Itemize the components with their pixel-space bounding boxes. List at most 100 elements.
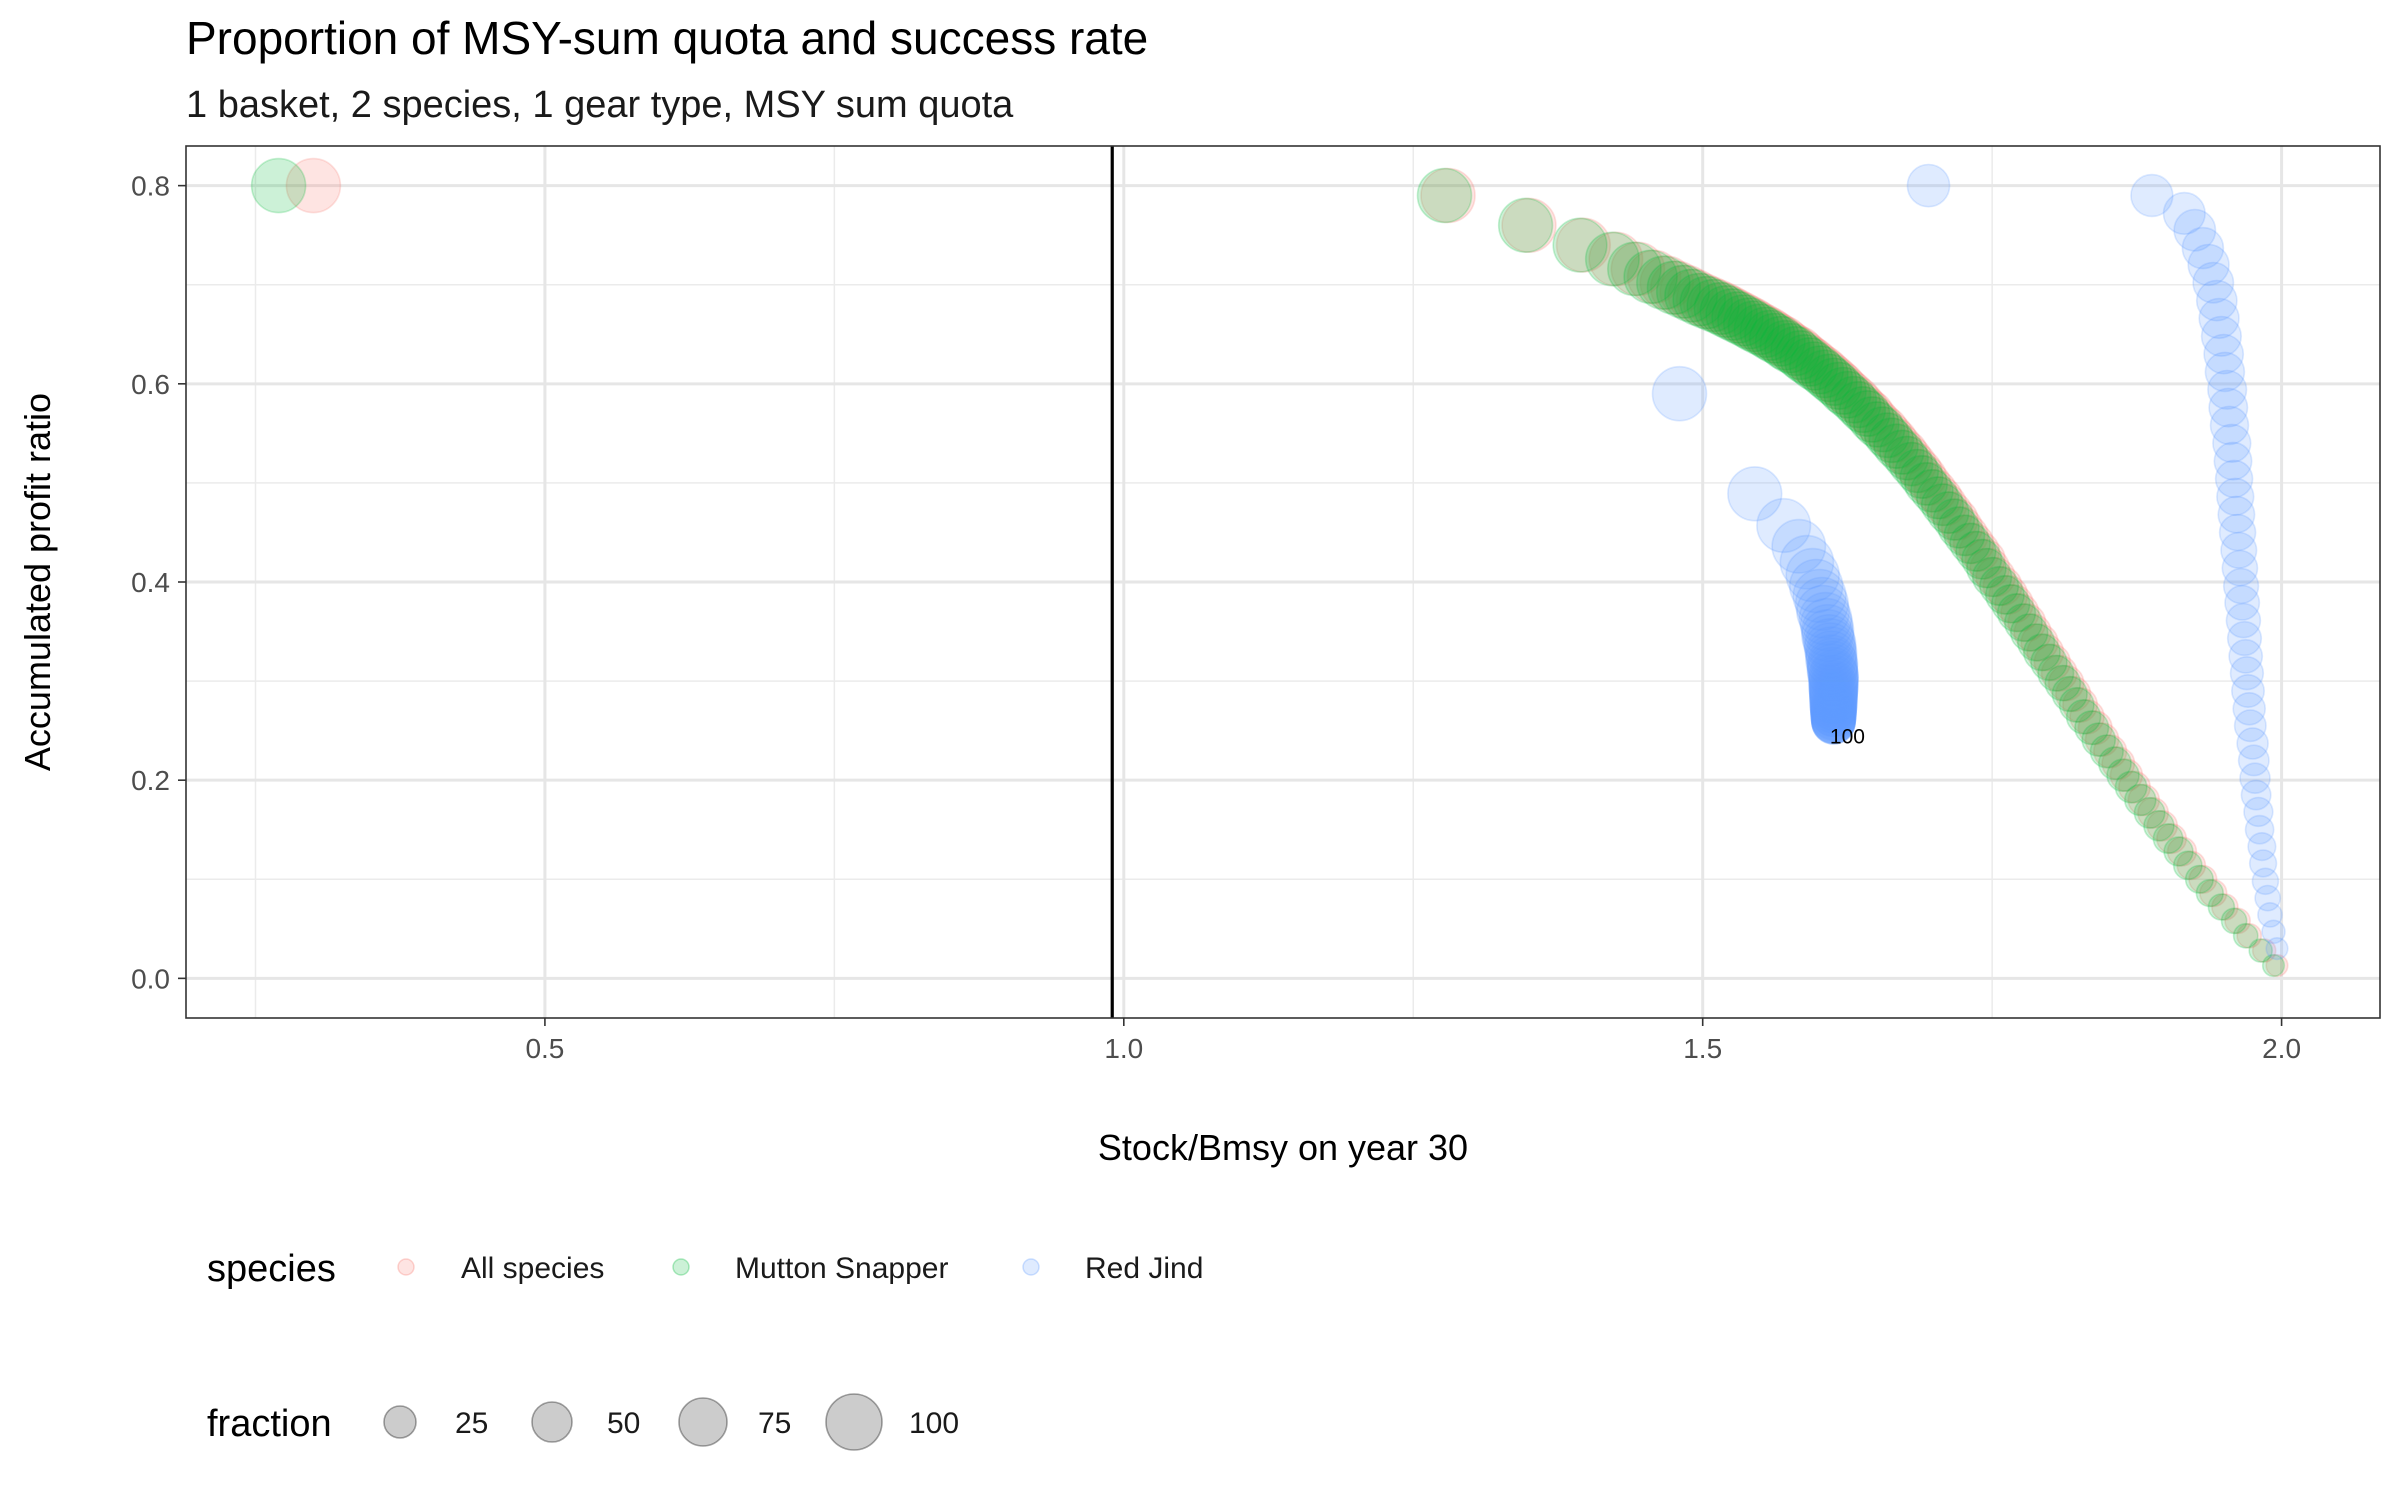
point-all-species — [2127, 783, 2161, 817]
legend-size-key-75 — [678, 1397, 728, 1447]
point-all-species — [1714, 291, 1768, 344]
point-mutton-snapper — [1672, 272, 1727, 327]
point-mutton-snapper — [1904, 461, 1949, 506]
point-all-species — [1649, 260, 1705, 315]
point-all-species — [1555, 217, 1611, 273]
point-mutton-snapper — [2097, 746, 2132, 781]
legend-size-label-75: 75 — [758, 1407, 791, 1440]
point-all-species — [1803, 349, 1853, 399]
point-red-jind — [2229, 655, 2265, 691]
point-mutton-snapper — [2133, 796, 2166, 829]
point-all-species — [1763, 319, 1814, 371]
point-mutton-snapper — [2220, 907, 2248, 935]
point-red-jind — [2231, 673, 2266, 708]
point-all-species — [1708, 288, 1762, 341]
point-all-species — [2062, 686, 2099, 723]
point-mutton-snapper — [1971, 556, 2013, 598]
point-red-jind — [1803, 618, 1857, 671]
point-red-jind — [2251, 867, 2280, 896]
point-all-species — [1659, 264, 1714, 319]
point-red-jind — [2236, 727, 2269, 760]
point-red-jind — [2220, 531, 2258, 569]
point-mutton-snapper — [1679, 275, 1733, 330]
point-all-species — [2000, 592, 2040, 633]
point-all-species — [1975, 556, 2016, 598]
point-all-species — [1752, 312, 1804, 364]
point-all-species — [1994, 583, 2034, 624]
point-mutton-snapper — [2172, 850, 2203, 881]
point-all-species — [2156, 823, 2188, 855]
point-mutton-snapper — [2037, 654, 2075, 692]
point-all-species — [1964, 538, 2006, 580]
point-all-species — [2118, 770, 2152, 804]
point-mutton-snapper — [1727, 300, 1780, 353]
point-mutton-snapper — [250, 157, 307, 214]
point-red-jind — [1804, 626, 1858, 679]
point-red-jind — [2257, 902, 2283, 928]
legend-size-label-50: 50 — [607, 1407, 640, 1440]
point-mutton-snapper — [1754, 315, 1806, 367]
legend-key-mutton-snapper — [672, 1258, 690, 1276]
point-red-jind — [1808, 661, 1859, 712]
point-red-jind — [2162, 191, 2206, 235]
point-all-species — [1783, 333, 1834, 384]
point-all-species — [2251, 938, 2277, 963]
point-red-jind — [1651, 365, 1708, 422]
point-mutton-snapper — [1794, 345, 1845, 395]
point-all-species — [2101, 746, 2136, 781]
point-red-jind — [1808, 656, 1859, 708]
point-mutton-snapper — [2089, 734, 2125, 769]
point-mutton-snapper — [2114, 770, 2148, 804]
point-mutton-snapper — [1879, 429, 1925, 475]
point-red-jind — [1794, 576, 1849, 631]
y-axis-title: Accumulated profit ratio — [17, 393, 58, 771]
point-red-jind — [1811, 700, 1856, 745]
y-tick-label: 0.2 — [131, 765, 170, 796]
point-red-jind — [2226, 620, 2263, 657]
point-red-jind — [1798, 591, 1853, 646]
point-all-species — [1588, 231, 1644, 287]
point-all-species — [1837, 380, 1886, 429]
point-mutton-snapper — [2022, 633, 2061, 672]
data-points — [250, 157, 2289, 978]
point-mutton-snapper — [1961, 538, 2003, 580]
point-all-species — [2047, 664, 2085, 702]
point-red-jind — [2244, 814, 2275, 845]
point-mutton-snapper — [1829, 375, 1878, 424]
point-all-species — [1731, 300, 1784, 353]
point-all-species — [1913, 468, 1958, 513]
point-mutton-snapper — [2058, 686, 2095, 723]
point-mutton-snapper — [1926, 491, 1970, 535]
point-red-jind — [2233, 709, 2267, 743]
y-tick-label: 0.6 — [131, 369, 170, 400]
point-all-species — [1737, 303, 1789, 356]
y-tick-label: 0.4 — [131, 567, 170, 598]
point-mutton-snapper — [1799, 349, 1849, 399]
point-all-species — [1778, 330, 1829, 381]
point-red-jind — [2254, 884, 2282, 912]
point-mutton-snapper — [1759, 319, 1811, 371]
point-all-species — [1747, 309, 1800, 361]
point-red-jind — [1810, 689, 1857, 737]
point-red-jind — [2192, 261, 2235, 304]
point-all-species — [1982, 565, 2023, 607]
point-red-jind — [1810, 696, 1857, 743]
point-red-jind — [2265, 936, 2289, 961]
point-mutton-snapper — [1813, 361, 1863, 410]
point-mutton-snapper — [2009, 613, 2049, 652]
point-mutton-snapper — [1863, 412, 1910, 459]
point-mutton-snapper — [1744, 309, 1796, 361]
point-mutton-snapper — [1770, 325, 1821, 377]
point-mutton-snapper — [1497, 197, 1554, 254]
point-all-species — [1773, 325, 1825, 377]
point-all-species — [1919, 476, 1963, 520]
point-mutton-snapper — [2051, 675, 2088, 713]
point-mutton-snapper — [1705, 288, 1759, 341]
point-mutton-snapper — [1884, 435, 1930, 481]
point-mutton-snapper — [2124, 783, 2157, 817]
point-red-jind — [1809, 683, 1858, 731]
point-all-species — [2069, 698, 2105, 735]
point-all-species — [1892, 441, 1938, 487]
point-all-species — [1667, 268, 1722, 323]
point-red-jind — [2243, 796, 2274, 828]
